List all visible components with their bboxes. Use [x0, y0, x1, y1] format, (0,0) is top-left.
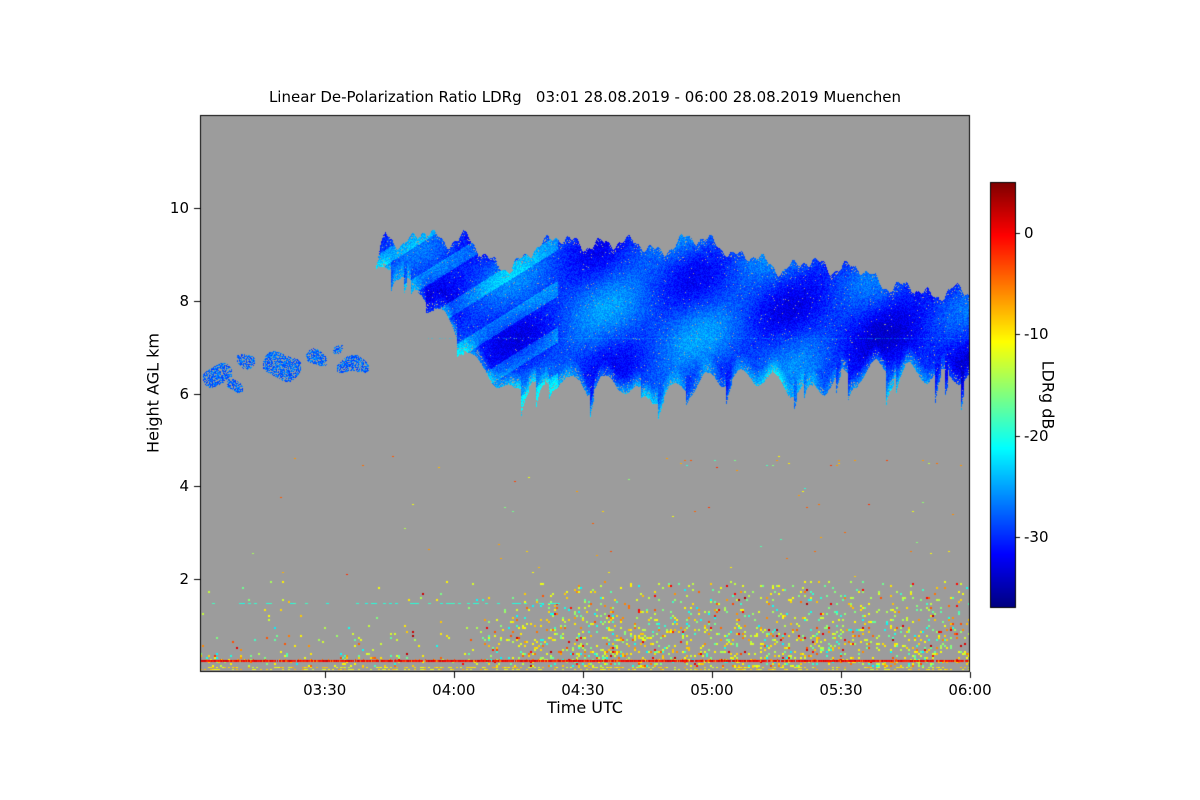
x-tick-label: 06:00 — [948, 681, 992, 699]
x-axis-label: Time UTC — [547, 698, 623, 717]
y-tick-label: 8 — [179, 291, 189, 310]
x-tick-label: 05:00 — [690, 681, 734, 699]
x-tick-label: 05:30 — [819, 681, 863, 699]
x-tick-label: 03:30 — [303, 681, 347, 699]
y-tick-label: 6 — [179, 384, 189, 403]
y-axis-label: Height AGL km — [143, 333, 163, 453]
x-tick-label: 04:30 — [561, 681, 605, 699]
cb-tick-label: -10 — [1024, 325, 1049, 344]
chart-title: Linear De-Polarization Ratio LDRg 03:01 … — [268, 88, 902, 106]
y-tick-label: 4 — [179, 477, 189, 496]
y-tick-label: 10 — [169, 198, 189, 217]
cb-tick-label: 0 — [1024, 223, 1034, 242]
y-tick-label: 2 — [179, 570, 189, 589]
x-tick-label: 04:00 — [432, 681, 476, 699]
cb-tick-label: -20 — [1024, 426, 1049, 445]
colorbar-label: LDRg dB — [1038, 360, 1058, 430]
cb-tick-label: -30 — [1024, 528, 1049, 546]
